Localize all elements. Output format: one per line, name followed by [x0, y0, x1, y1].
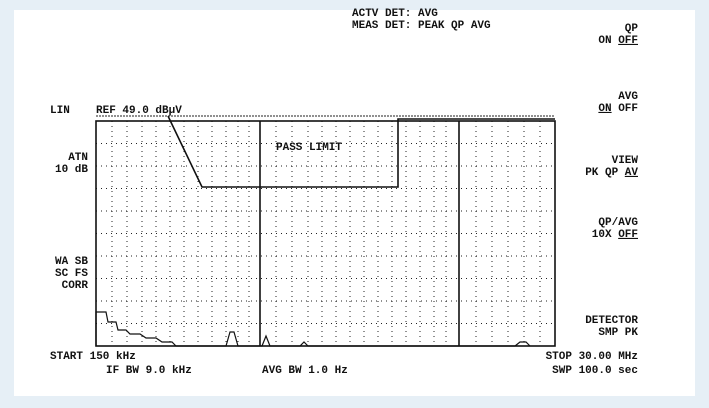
softkey-option[interactable]: OFF	[618, 103, 638, 115]
mode: LIN	[50, 105, 70, 117]
if-bandwidth: IF BW 9.0 kHz	[106, 365, 192, 377]
softkey-option[interactable]: 10X	[592, 229, 612, 241]
limit-label: PASS LIMIT	[276, 142, 342, 154]
attenuation: 10 dB	[55, 164, 88, 176]
softkey-option[interactable]: AV	[625, 167, 639, 179]
softkey-option[interactable]: OFF	[618, 229, 638, 241]
softkey-title[interactable]: DETECTOR	[585, 315, 638, 327]
sweep-time: SWP 100.0 sec	[552, 365, 638, 377]
avg-bandwidth: AVG BW 1.0 Hz	[262, 365, 348, 377]
softkey-option[interactable]: OFF	[618, 35, 638, 47]
header-line: ACTV DET: AVG	[352, 8, 438, 20]
attenuation: ATN	[68, 152, 88, 164]
softkey-option[interactable]: ON	[598, 35, 611, 47]
trace	[95, 311, 531, 347]
softkey-option[interactable]: PK	[625, 327, 639, 339]
softkey-option[interactable]: PK	[585, 167, 599, 179]
softkey-option[interactable]: QP	[605, 167, 619, 179]
softkey-title[interactable]: QP	[625, 23, 639, 35]
softkey-title[interactable]: AVG	[618, 91, 638, 103]
flag: SC FS	[55, 268, 88, 280]
softkey-menu: QPOFFONAVGOFFONVIEWAVQPPKQP/AVGOFF10XDET…	[585, 23, 638, 339]
reference-level: REF 49.0 dBµV	[96, 105, 182, 117]
limit-line	[167, 115, 555, 188]
header-line: MEAS DET: PEAK QP AVG	[352, 20, 491, 32]
softkey-option[interactable]: SMP	[598, 327, 618, 339]
start-frequency: START 150 kHz	[50, 351, 136, 363]
flag: CORR	[62, 280, 89, 292]
softkey-option[interactable]: ON	[598, 103, 611, 115]
softkey-title[interactable]: VIEW	[612, 155, 639, 167]
flag: WA SB	[55, 256, 88, 268]
softkey-title[interactable]: QP/AVG	[598, 217, 638, 229]
stop-frequency: STOP 30.00 MHz	[546, 351, 638, 363]
display	[14, 10, 695, 396]
